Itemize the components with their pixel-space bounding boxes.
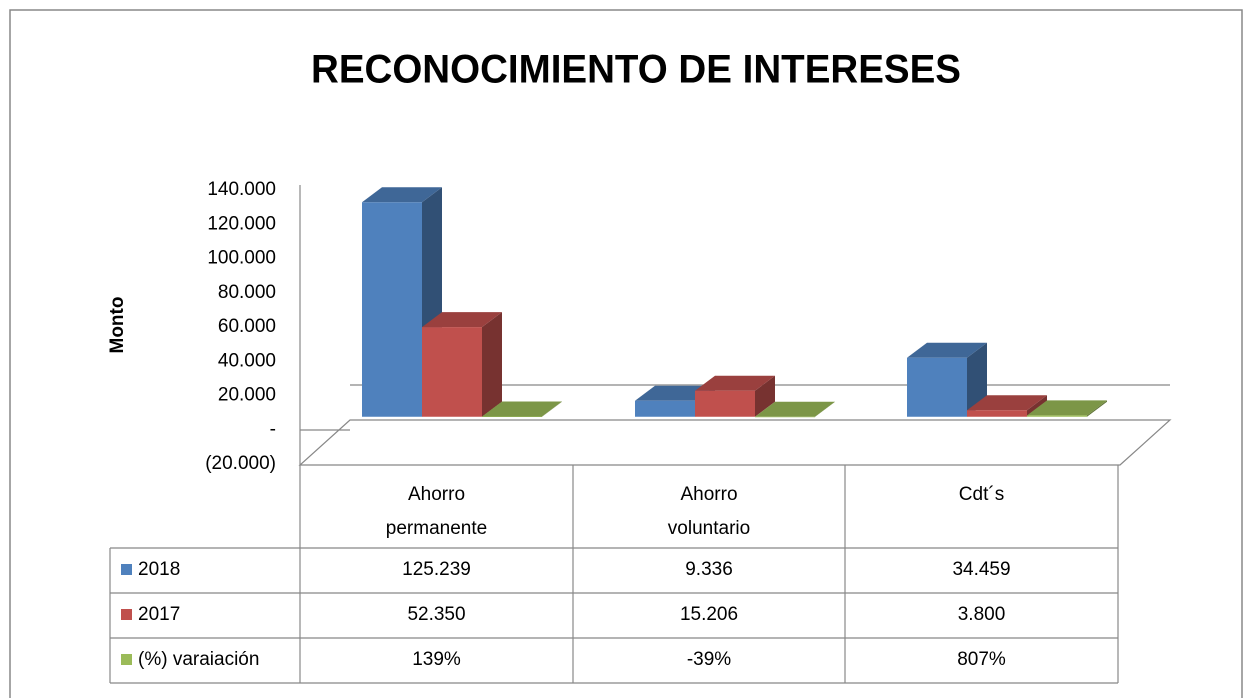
bar-face [815, 401, 835, 417]
bar-face [362, 187, 442, 203]
table-value: 807% [957, 649, 1006, 670]
bar-face [1027, 415, 1087, 417]
data-table [109, 465, 1119, 684]
legend-swatch [121, 564, 132, 575]
bar-face [482, 312, 502, 417]
bar-face [755, 401, 835, 417]
table-value: 15.206 [680, 604, 738, 625]
bar-face [422, 327, 482, 417]
bar-face [695, 390, 755, 417]
category-text: Ahorro permanente [385, 484, 488, 539]
bar-face [695, 375, 775, 391]
y-tick-label: 40.000 [218, 350, 276, 371]
category-label: Cdt´s [958, 484, 1005, 505]
y-tick-label: - [270, 419, 276, 440]
y-tick-label: 60.000 [218, 316, 276, 337]
y-tick-label: 140.000 [207, 179, 276, 200]
bar-face [635, 400, 695, 417]
chart-border [9, 9, 1243, 698]
bar-face [967, 395, 1047, 411]
table-value: 52.350 [407, 604, 465, 625]
table-value: 125.239 [402, 559, 471, 580]
bar [907, 342, 987, 417]
table-value: 139% [412, 649, 461, 670]
bar-face [967, 342, 987, 417]
category-label: Ahorro permanente [385, 484, 488, 539]
bar [362, 187, 442, 417]
y-tick-label: 80.000 [218, 282, 276, 303]
y-tick-label: (20.000) [205, 453, 276, 474]
y-tick-label: 120.000 [207, 213, 276, 234]
y-tick-label: 100.000 [207, 248, 276, 269]
bar-face [362, 202, 422, 417]
bar [482, 401, 562, 418]
bar [967, 395, 1047, 417]
table-value: 34.459 [952, 559, 1010, 580]
bar [422, 312, 502, 417]
category-text: Ahorro voluntario [667, 484, 751, 539]
bar-face [1087, 400, 1107, 417]
bar-face [1027, 400, 1107, 416]
y-axis-label: Monto [107, 297, 128, 354]
legend-label: 2017 [138, 604, 180, 625]
bar [755, 401, 835, 418]
table-value: -39% [687, 649, 731, 670]
legend-label: (%) varaiación [138, 649, 259, 670]
bar [1027, 400, 1107, 417]
bar-face [755, 375, 775, 417]
table-value: 3.800 [958, 604, 1006, 625]
legend-swatch [121, 609, 132, 620]
legend-swatch [121, 654, 132, 665]
bar [695, 375, 775, 417]
bar-face [755, 416, 815, 418]
bar-face [907, 357, 967, 417]
table-value: 9.336 [685, 559, 733, 580]
legend-label: 2018 [138, 559, 180, 580]
bar-face [422, 312, 502, 328]
y-tick-label: 20.000 [218, 385, 276, 406]
bar-face [482, 416, 542, 418]
chart-title: RECONOCIMIENTO DE INTERESES [311, 48, 961, 92]
bar-face [907, 342, 987, 358]
category-label: Ahorro voluntario [667, 484, 751, 539]
bar-face [967, 410, 1027, 417]
bar-face [482, 401, 562, 417]
category-text: Cdt´s [958, 484, 1005, 505]
bar-face [542, 401, 562, 417]
bar-face [1027, 395, 1047, 417]
